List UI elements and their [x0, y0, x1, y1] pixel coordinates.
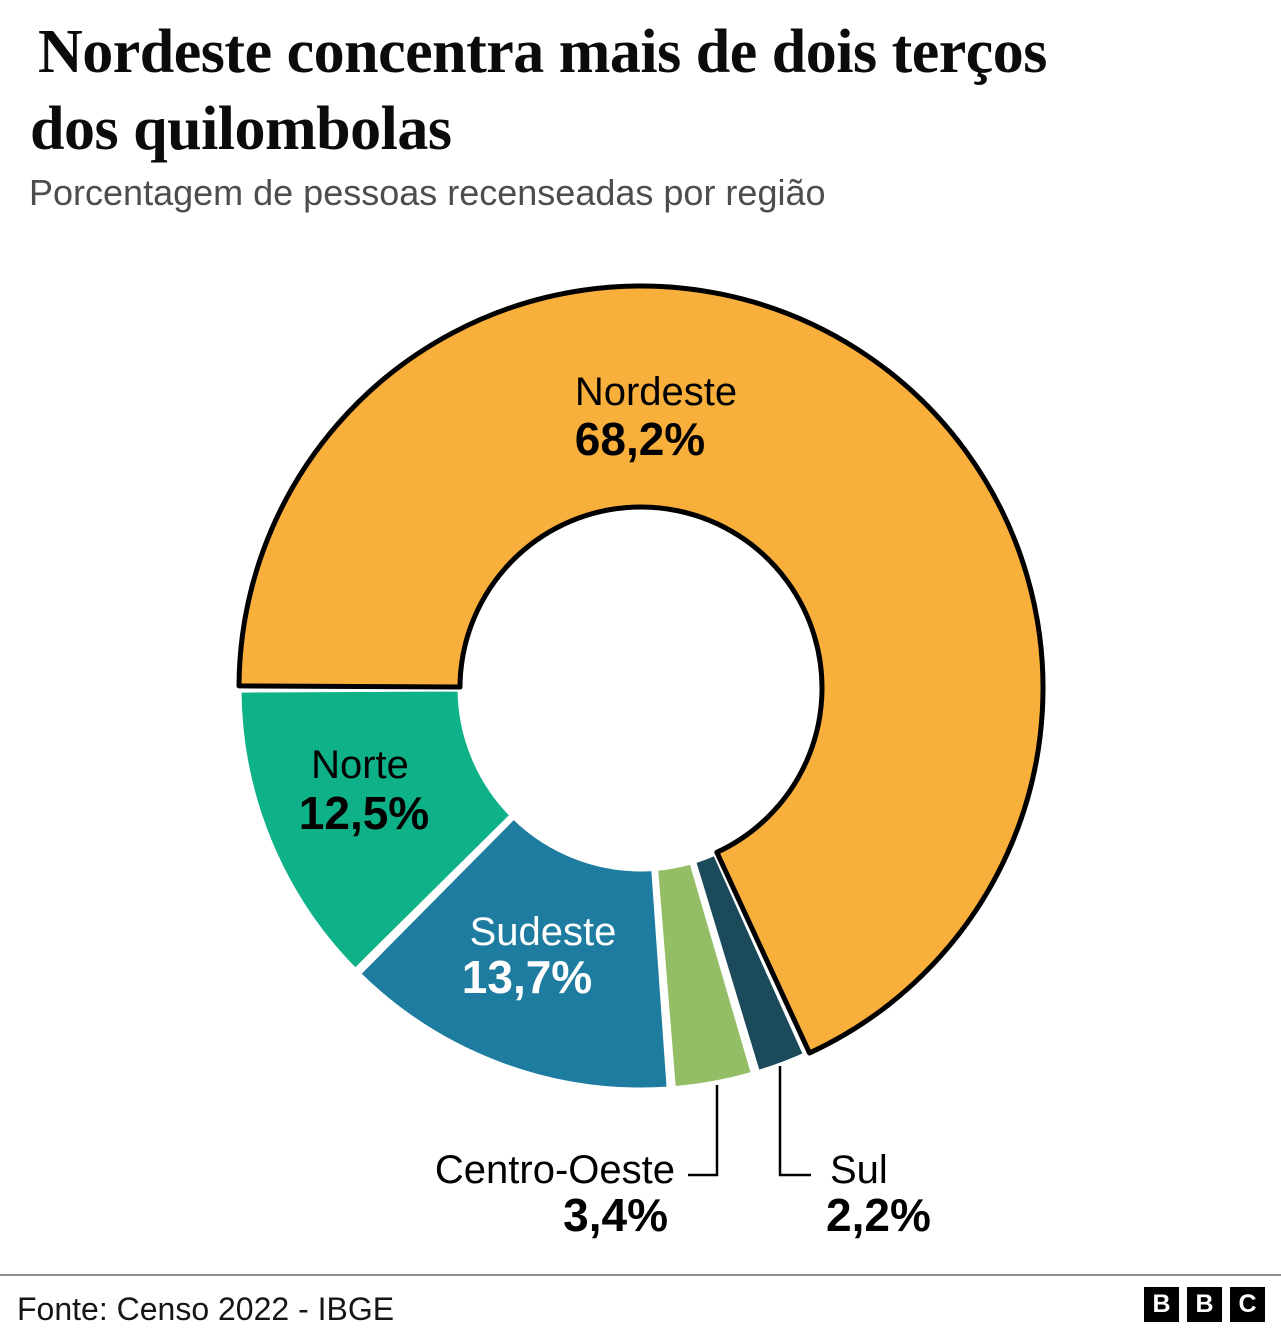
bbc-logo: B B C: [1144, 1287, 1265, 1322]
segment-name-sul: Sul: [830, 1148, 888, 1192]
title-line-1: Nordeste concentra mais de dois terços: [38, 18, 1047, 86]
bbc-logo-block-c: C: [1230, 1287, 1265, 1322]
segment-value-nordeste: 68,2%: [575, 413, 705, 465]
page-title: Nordeste concentra mais de dois terços d…: [30, 14, 1240, 168]
donut-segment-nordeste: [236, 283, 1046, 1056]
donut-segment-norte: [236, 686, 515, 974]
segment-value-sul: 2,2%: [826, 1189, 931, 1241]
callout-line-centro-oeste: [688, 1085, 719, 1177]
segment-name-sudeste: Sudeste: [470, 910, 617, 954]
segment-name-centro-oeste: Centro-Oeste: [435, 1148, 675, 1192]
segment-value-centro-oeste: 3,4%: [563, 1189, 668, 1241]
chart-subtitle: Porcentagem de pessoas recenseadas por r…: [29, 172, 826, 213]
bbc-logo-block-b2: B: [1187, 1287, 1222, 1322]
donut-segment-centro-oeste: [653, 859, 757, 1092]
segment-name-norte: Norte: [311, 743, 409, 787]
source-text: Fonte: Censo 2022 - IBGE: [17, 1291, 395, 1327]
segment-name-nordeste: Nordeste: [575, 370, 737, 414]
title-line-2: dos quilombolas: [30, 95, 452, 163]
footer-divider: [0, 1274, 1281, 1276]
donut-segment-sudeste: [355, 814, 672, 1093]
bbc-logo-block-b1: B: [1144, 1287, 1179, 1322]
segment-value-norte: 12,5%: [299, 787, 429, 839]
segment-value-sudeste: 13,7%: [462, 951, 592, 1003]
callout-line-sul: [778, 1066, 811, 1177]
